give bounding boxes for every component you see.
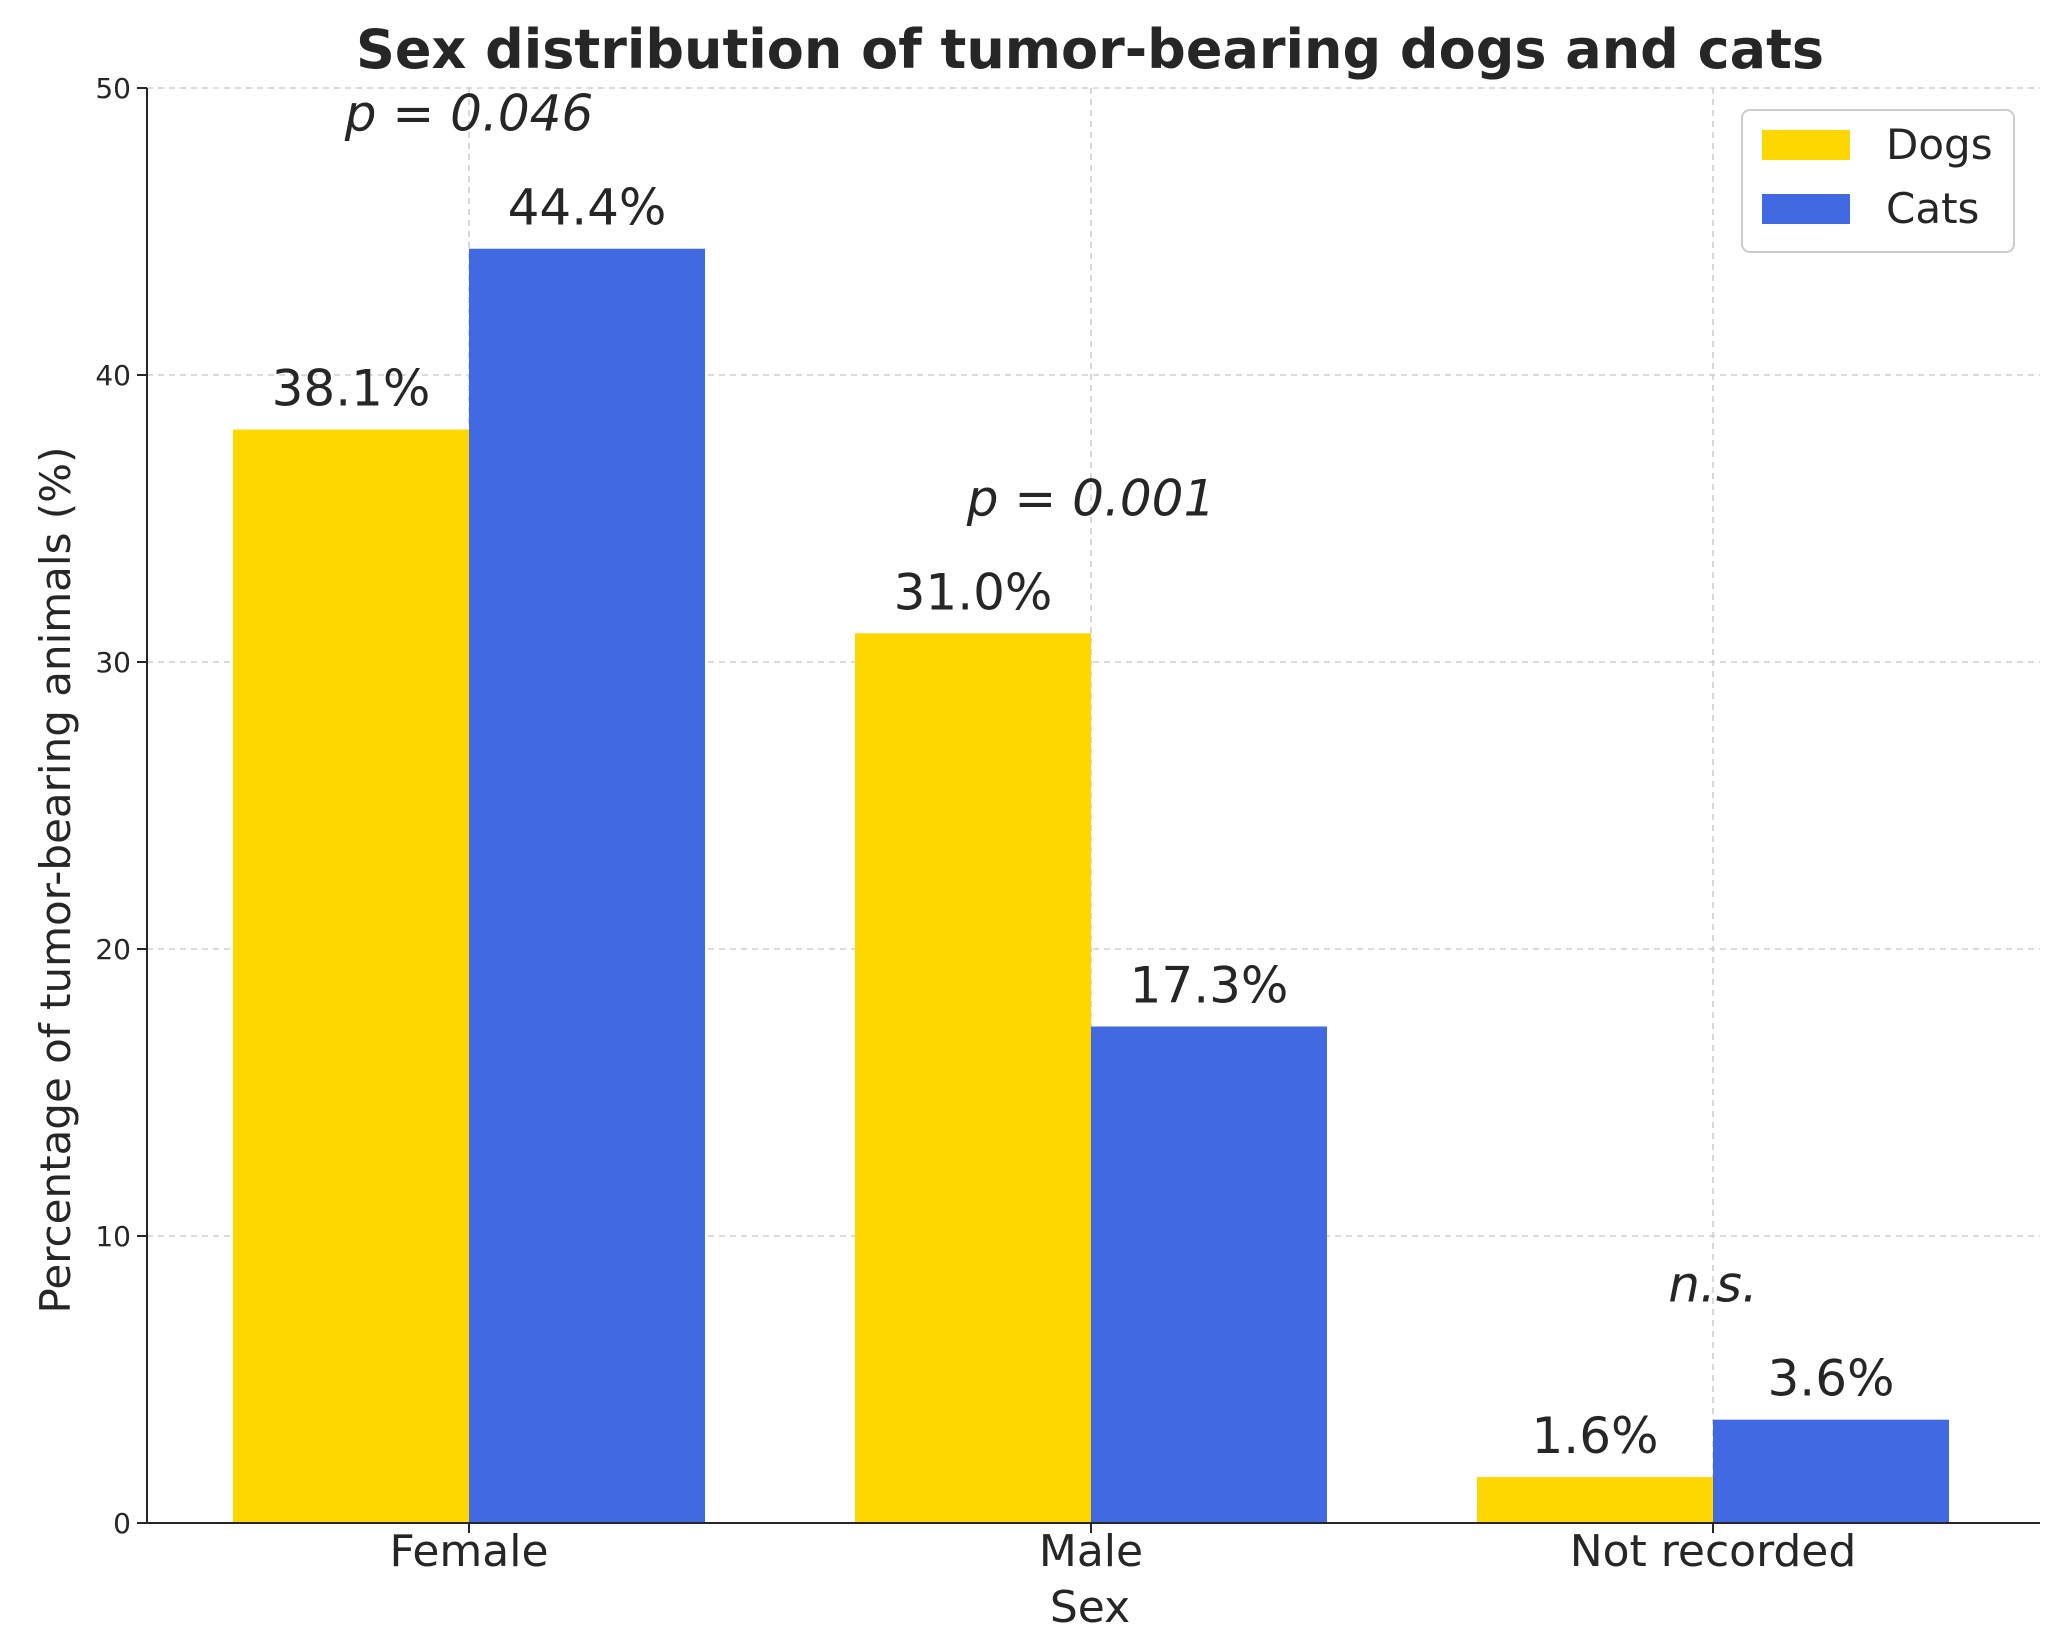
y-tick-label: 50 [95, 72, 131, 105]
significance-annotation: p = 0.046 [344, 85, 594, 143]
legend-label-dogs: Dogs [1886, 120, 1993, 169]
x-tick-label: Male [1039, 1526, 1143, 1577]
bar-cats-male [1091, 1026, 1327, 1523]
y-tick-label: 0 [113, 1507, 131, 1540]
legend-label-cats: Cats [1886, 184, 1979, 233]
data-label-cats: 17.3% [1130, 956, 1289, 1014]
y-axis-label: Percentage of tumor-bearing animals (%) [31, 447, 80, 1314]
bars [233, 248, 1949, 1524]
bar-dogs-female [233, 429, 469, 1523]
x-tick-label: Not recorded [1570, 1526, 1857, 1577]
significance-annotation: n.s. [1668, 1256, 1758, 1314]
legend-swatch-dogs [1762, 130, 1850, 160]
data-label-dogs: 1.6% [1531, 1407, 1658, 1465]
legend: Dogs Cats [1741, 109, 2015, 253]
bar-dogs-not-recorded [1477, 1477, 1713, 1523]
x-axis-label: Sex [1050, 1582, 1130, 1633]
y-tick-label: 10 [95, 1220, 131, 1253]
y-tick-label: 40 [95, 359, 131, 392]
data-label-dogs: 31.0% [894, 563, 1053, 621]
bar-cats-female [469, 248, 705, 1524]
x-tick-label: Female [389, 1526, 548, 1577]
axes: 0 10 20 30 40 50 Female Male Not recorded [95, 72, 2040, 1577]
data-label-dogs: 38.1% [272, 360, 431, 418]
chart-title: Sex distribution of tumor-bearing dogs a… [356, 18, 1824, 81]
bar-cats-not-recorded [1713, 1419, 1949, 1523]
data-label-cats: 44.4% [508, 179, 667, 237]
legend-swatch-cats [1762, 194, 1850, 224]
bar-dogs-male [855, 633, 1091, 1523]
data-label-cats: 3.6% [1767, 1350, 1894, 1408]
y-tick-label: 20 [95, 933, 131, 966]
data-labels: 38.1% 31.0% 1.6% 44.4% 17.3% 3.6% p = 0.046 p =… [272, 85, 1895, 1465]
significance-annotation: p = 0.001 [966, 469, 1216, 527]
y-tick-label: 30 [95, 646, 131, 679]
